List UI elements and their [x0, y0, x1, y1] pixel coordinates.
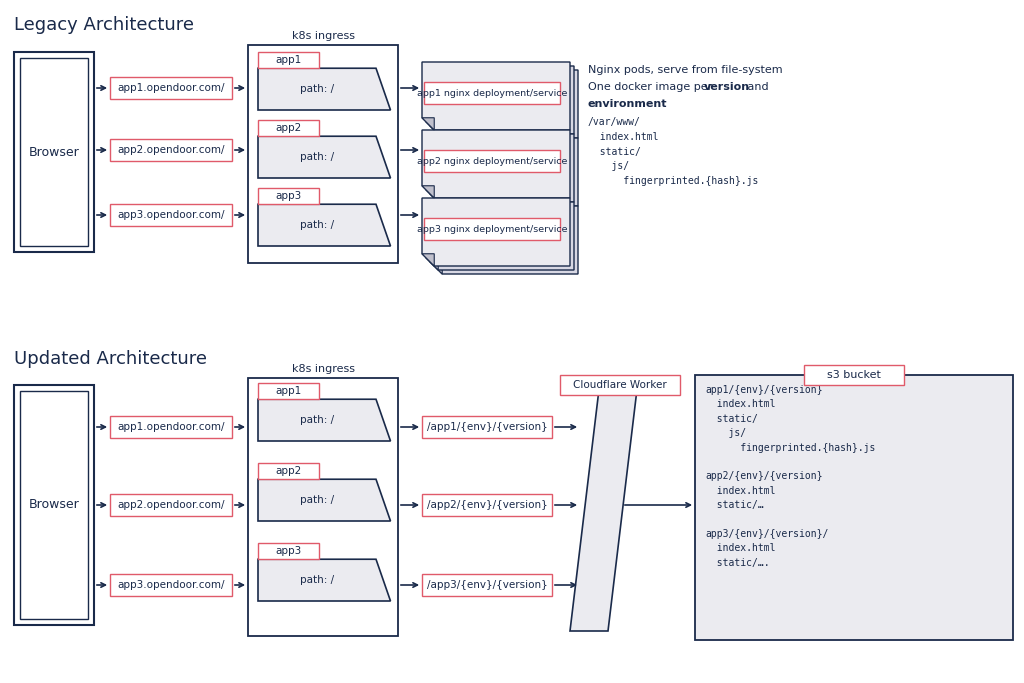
- Bar: [258, 383, 319, 400]
- Text: app2: app2: [275, 123, 302, 133]
- Polygon shape: [426, 257, 438, 270]
- Polygon shape: [258, 68, 390, 110]
- Bar: [110, 204, 232, 226]
- Text: app3 nginx deployment/service: app3 nginx deployment/service: [417, 225, 567, 234]
- Bar: [258, 120, 319, 136]
- Bar: [110, 494, 232, 516]
- Text: k8s ingress: k8s ingress: [292, 31, 354, 41]
- Polygon shape: [258, 400, 390, 441]
- Text: app1/{env}/{version}
  index.html
  static/
    js/
      fingerprinted.{hash}.j: app1/{env}/{version} index.html static/ …: [705, 385, 876, 568]
- Bar: [422, 574, 552, 596]
- Text: app2.opendoor.com/: app2.opendoor.com/: [118, 500, 224, 510]
- Text: app1.opendoor.com/: app1.opendoor.com/: [118, 422, 224, 432]
- Bar: [14, 385, 94, 625]
- Text: path: /: path: /: [300, 220, 334, 230]
- Bar: [110, 139, 232, 161]
- Text: app1 nginx deployment/service: app1 nginx deployment/service: [417, 89, 567, 98]
- Polygon shape: [430, 126, 442, 138]
- Text: Nginx pods, serve from file-system: Nginx pods, serve from file-system: [588, 65, 782, 75]
- Text: /app3/{env}/{version}: /app3/{env}/{version}: [427, 580, 548, 590]
- Polygon shape: [426, 122, 438, 134]
- Polygon shape: [422, 117, 434, 130]
- Polygon shape: [570, 383, 638, 631]
- Text: app2: app2: [275, 466, 302, 476]
- Text: s3 bucket: s3 bucket: [827, 370, 881, 380]
- Bar: [804, 365, 904, 385]
- Polygon shape: [422, 130, 570, 198]
- Bar: [110, 574, 232, 596]
- Polygon shape: [422, 186, 434, 198]
- Text: Browser: Browser: [29, 145, 80, 158]
- Polygon shape: [430, 262, 442, 274]
- Text: path: /: path: /: [300, 495, 334, 505]
- Bar: [20, 391, 88, 619]
- Text: app3: app3: [275, 546, 302, 556]
- Text: and: and: [744, 82, 769, 92]
- Polygon shape: [422, 198, 570, 266]
- Polygon shape: [422, 254, 434, 266]
- Text: Cloudflare Worker: Cloudflare Worker: [573, 380, 667, 390]
- Text: app2 nginx deployment/service: app2 nginx deployment/service: [417, 157, 567, 166]
- Text: /app1/{env}/{version}: /app1/{env}/{version}: [427, 422, 548, 432]
- Text: Browser: Browser: [29, 499, 80, 512]
- Polygon shape: [426, 66, 574, 134]
- Text: app1: app1: [275, 386, 302, 396]
- Polygon shape: [422, 62, 570, 130]
- Text: /app2/{env}/{version}: /app2/{env}/{version}: [427, 500, 548, 510]
- Bar: [258, 543, 319, 559]
- Bar: [248, 45, 398, 263]
- Bar: [422, 416, 552, 438]
- Text: app1: app1: [275, 55, 302, 65]
- Text: app3: app3: [275, 191, 302, 201]
- Bar: [560, 375, 680, 395]
- Text: app3.opendoor.com/: app3.opendoor.com/: [118, 210, 224, 220]
- Text: path: /: path: /: [300, 415, 334, 425]
- Bar: [110, 77, 232, 99]
- Text: app3.opendoor.com/: app3.opendoor.com/: [118, 580, 224, 590]
- Polygon shape: [258, 479, 390, 521]
- Bar: [14, 52, 94, 252]
- Text: path: /: path: /: [300, 152, 334, 162]
- Bar: [422, 494, 552, 516]
- Bar: [258, 52, 319, 68]
- Polygon shape: [426, 202, 574, 270]
- Bar: [248, 378, 398, 636]
- Polygon shape: [430, 206, 578, 274]
- Bar: [424, 150, 560, 172]
- Polygon shape: [430, 138, 578, 206]
- Bar: [695, 375, 1013, 640]
- Polygon shape: [430, 194, 442, 206]
- Bar: [110, 416, 232, 438]
- Polygon shape: [258, 136, 390, 178]
- Text: path: /: path: /: [300, 575, 334, 585]
- Text: environment: environment: [588, 99, 668, 109]
- Text: path: /: path: /: [300, 84, 334, 94]
- Polygon shape: [426, 190, 438, 202]
- Bar: [258, 188, 319, 204]
- Bar: [424, 83, 560, 104]
- Polygon shape: [258, 559, 390, 601]
- Bar: [258, 463, 319, 479]
- Bar: [20, 58, 88, 246]
- Text: Legacy Architecture: Legacy Architecture: [14, 16, 194, 34]
- Text: k8s ingress: k8s ingress: [292, 364, 354, 374]
- Text: app2.opendoor.com/: app2.opendoor.com/: [118, 145, 224, 155]
- Polygon shape: [258, 204, 390, 246]
- Polygon shape: [430, 70, 578, 138]
- Text: One docker image per: One docker image per: [588, 82, 716, 92]
- Text: app1.opendoor.com/: app1.opendoor.com/: [118, 83, 224, 93]
- Bar: [424, 219, 560, 240]
- Text: /var/www/
  index.html
  static/
    js/
      fingerprinted.{hash}.js: /var/www/ index.html static/ js/ fingerp…: [588, 117, 759, 186]
- Polygon shape: [426, 134, 574, 202]
- Text: version: version: [705, 82, 751, 92]
- Text: Updated Architecture: Updated Architecture: [14, 350, 207, 368]
